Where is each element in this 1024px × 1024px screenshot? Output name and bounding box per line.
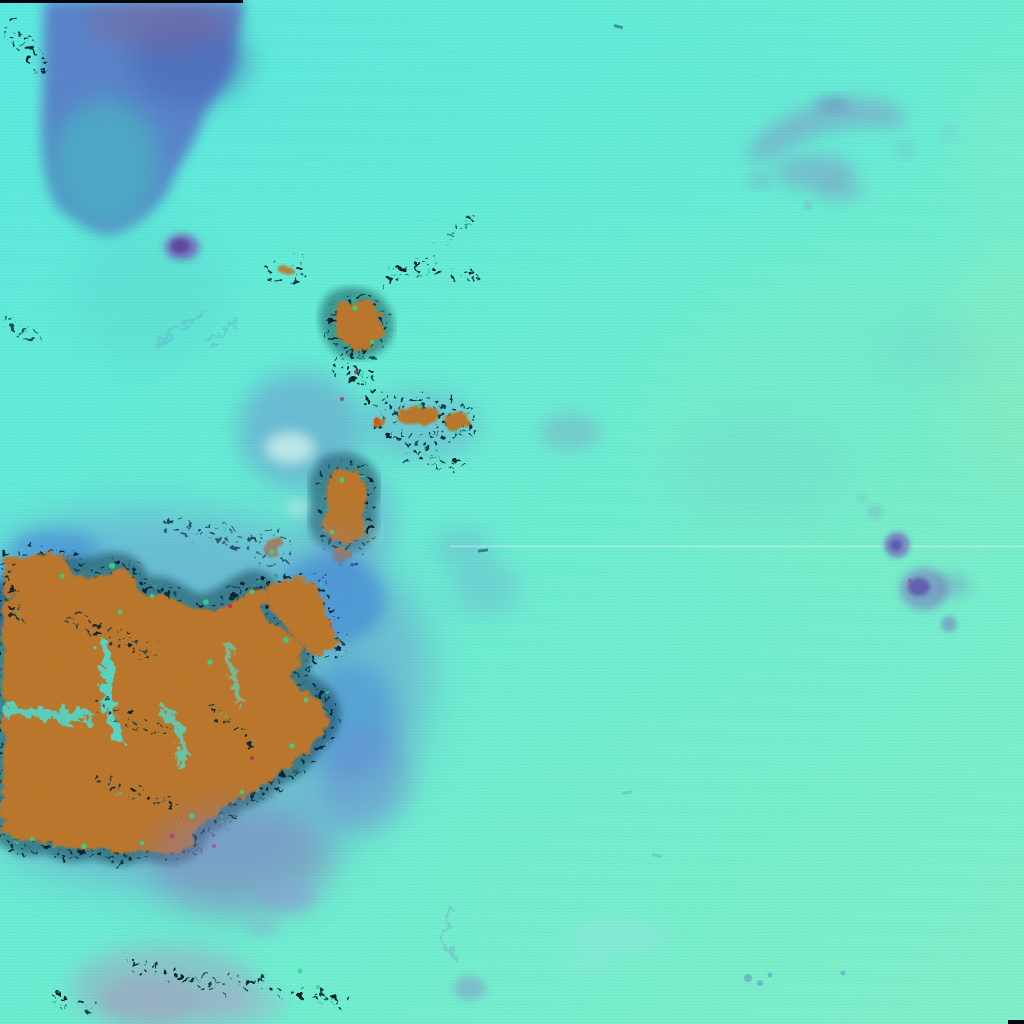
satellite-image-tile: False-color satellite image tile xyxy=(0,0,1024,1024)
grain-overlay xyxy=(0,0,1024,1024)
